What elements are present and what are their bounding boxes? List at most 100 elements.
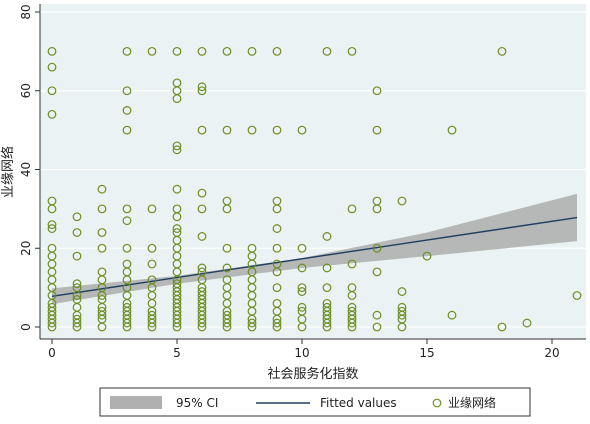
data-point: [122, 318, 132, 328]
data-point: [47, 46, 57, 56]
data-point: [147, 259, 157, 269]
data-point: [72, 212, 82, 222]
legend-fit-label: Fitted values: [320, 396, 397, 410]
data-point: [172, 141, 182, 151]
data-point: [97, 310, 107, 320]
data-point: [147, 46, 157, 56]
data-point: [72, 322, 82, 332]
data-point: [97, 204, 107, 214]
legend-point-label: 业缘网络: [448, 395, 496, 410]
data-point: [47, 224, 57, 233]
legend: 95% CI Fitted values 业缘网络: [99, 387, 531, 417]
data-point: [197, 204, 207, 214]
data-point: [272, 318, 282, 328]
data-point: [122, 46, 132, 56]
legend-point-swatch: [432, 398, 442, 408]
data-point: [272, 243, 282, 253]
data-point: [422, 251, 432, 261]
data-point: [272, 322, 282, 332]
legend-ci-swatch: [110, 396, 162, 409]
data-point: [397, 310, 407, 320]
data-point: [322, 232, 332, 241]
data-point: [197, 82, 207, 92]
legend-box: [99, 387, 531, 417]
data-point: [47, 109, 57, 119]
data-point: [172, 322, 182, 332]
data-point: [347, 46, 357, 56]
data-point: [247, 46, 257, 56]
data-point: [347, 204, 357, 214]
data-point: [47, 220, 57, 230]
data-point: [397, 196, 407, 206]
y-tick-label: 0: [19, 323, 33, 331]
data-point: [272, 224, 282, 233]
data-point: [47, 86, 57, 96]
x-tick-label: 20: [544, 346, 559, 360]
data-point: [222, 204, 232, 214]
x-tick-label: 10: [294, 346, 309, 360]
data-point: [122, 86, 132, 96]
data-point: [247, 318, 257, 328]
data-point: [297, 263, 307, 273]
data-point: [372, 204, 382, 214]
data-point: [322, 46, 332, 56]
data-point: [322, 283, 332, 293]
data-point: [347, 318, 357, 328]
data-point: [497, 46, 507, 56]
data-point: [172, 212, 182, 222]
data-point: [72, 318, 82, 328]
data-point: [297, 287, 307, 296]
data-point: [197, 125, 207, 135]
fitted-line-layer: [51, 216, 578, 297]
data-point: [122, 216, 132, 226]
data-point: [72, 291, 82, 300]
data-point: [347, 259, 357, 269]
data-point: [297, 243, 307, 253]
data-point: [272, 204, 282, 214]
data-point: [497, 322, 507, 332]
x-axis-label: 社会服务化指数: [267, 366, 358, 382]
data-point: [372, 243, 382, 253]
data-point: [97, 184, 107, 194]
data-point: [47, 204, 57, 214]
data-point: [197, 232, 207, 241]
y-tick-label: 40: [19, 162, 33, 177]
data-point: [222, 322, 232, 332]
data-point: [172, 145, 182, 155]
y-axis-label: 业缘网络: [0, 146, 16, 198]
data-point: [272, 283, 282, 293]
x-tick-label: 15: [419, 346, 434, 360]
data-point: [97, 322, 107, 332]
data-point: [372, 125, 382, 135]
axes: 0 5 10 15 20 0 20 40 60 80: [19, 4, 586, 360]
data-point: [47, 318, 57, 328]
data-point: [372, 322, 382, 332]
y-tick-label: 60: [19, 83, 33, 98]
data-point: [397, 287, 407, 296]
data-points: [47, 46, 582, 332]
y-tick-label: 80: [19, 4, 33, 19]
data-point: [272, 267, 282, 277]
data-point: [72, 279, 82, 289]
data-point: [72, 251, 82, 261]
data-point: [222, 243, 232, 253]
data-point: [122, 106, 132, 115]
data-point: [172, 94, 182, 104]
data-point: [47, 62, 57, 72]
data-point: [297, 283, 307, 293]
x-tick-label: 5: [173, 346, 181, 360]
data-point: [197, 263, 207, 273]
data-point: [297, 125, 307, 135]
x-tick-label: 0: [48, 346, 56, 360]
data-point: [447, 310, 457, 320]
data-point: [322, 263, 332, 273]
data-point: [522, 318, 532, 328]
data-point: [172, 184, 182, 194]
data-point: [147, 243, 157, 253]
data-point: [197, 318, 207, 328]
data-point: [272, 125, 282, 135]
data-point: [247, 125, 257, 135]
data-point: [197, 188, 207, 198]
y-tick-label: 20: [19, 241, 33, 256]
